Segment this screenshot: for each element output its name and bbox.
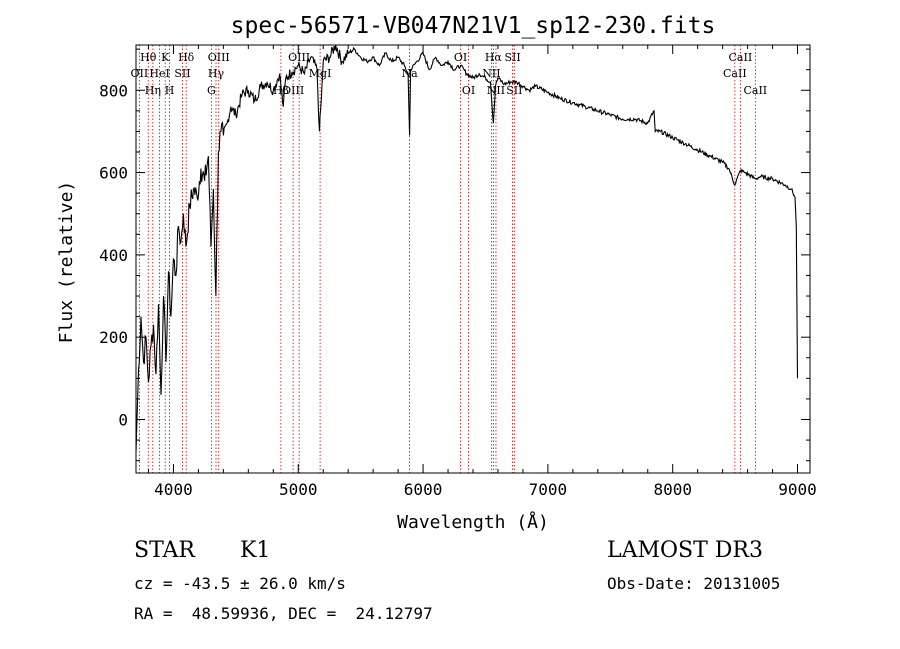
marker-label-7: SII [174,67,190,80]
x-tick-label-9000: 9000 [778,480,817,499]
chart-title: spec-56571-VB047N21V1_sp12-230.fits [231,13,716,39]
redshift-value: cz = -43.5 ± 26.0 km/s [134,574,346,593]
x-tick-label-5000: 5000 [279,480,318,499]
marker-label-25: CaII [743,84,767,97]
marker-label-21: SII [504,51,520,64]
obs-date: Obs-Date: 20131005 [607,574,781,593]
plot-frame [135,44,811,474]
marker-label-24: CaII [729,51,753,64]
marker-label-10: G [207,84,216,97]
marker-label-14: MgI [309,67,332,80]
x-tick-label-8000: 8000 [653,480,692,499]
marker-label-15: Na [402,67,419,80]
x-tick-label-6000: 6000 [404,480,443,499]
marker-label-6: Hδ [178,51,195,64]
marker-label-17: OI [462,84,475,97]
y-tick-label-400: 400 [99,246,128,265]
marker-label-12: OIII [282,84,304,97]
marker-label-5: H [165,84,175,97]
x-axis: 4000 5000 6000 7000 8000 9000 [147,45,817,499]
y-tick-label-800: 800 [99,81,128,100]
survey-name: LAMOST DR3 [607,538,763,563]
marker-label-16: OI [454,51,467,64]
x-axis-label: Wavelength (Å) [397,511,549,533]
y-tick-label-0: 0 [118,411,128,430]
y-axis: 0 200 400 600 800 [99,48,810,462]
marker-label-22: SII [506,84,522,97]
marker-label-2: Hη [145,84,161,97]
marker-label-1: OII [131,67,149,80]
y-tick-label-200: 200 [99,328,128,347]
x-tick-label-7000: 7000 [529,480,568,499]
y-axis-label: Flux (relative) [56,181,77,344]
marker-label-4: K [161,51,170,64]
marker-label-0: Hθ [140,51,157,64]
coordinates: RA = 48.59936, DEC = 24.12797 [134,604,433,623]
marker-label-19: NII [482,67,500,80]
marker-label-23: CaII [723,67,747,80]
marker-label-11: OIII [288,51,310,64]
object-class: STAR [134,538,195,563]
x-tick-label-4000: 4000 [154,480,193,499]
marker-label-3: HeI [149,67,169,80]
subclass: K1 [240,538,271,563]
y-tick-label-600: 600 [99,164,128,183]
marker-label-8: OIII [208,51,230,64]
marker-label-9: Hγ [208,67,225,80]
marker-label-18: Hα [485,51,503,64]
spectrum-line [135,44,799,453]
